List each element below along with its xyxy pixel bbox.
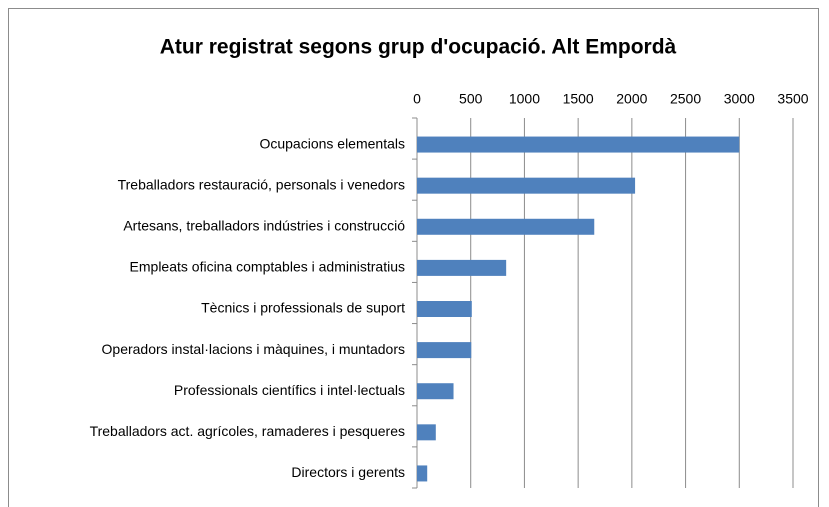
bar: [417, 465, 428, 482]
y-tick-label: Treballadors act. agrícoles, ramaderes i…: [90, 423, 405, 439]
y-tick-label: Empleats oficina comptables i administra…: [130, 259, 405, 275]
x-tick-label: 500: [459, 91, 483, 107]
bar: [417, 424, 436, 441]
x-tick-label: 1500: [563, 91, 594, 107]
y-tick-label: Operadors instal·lacions i màquines, i m…: [102, 341, 405, 357]
x-tick-label: 3500: [777, 91, 808, 107]
bar: [417, 301, 472, 317]
bar: [417, 383, 454, 400]
bar: [417, 342, 472, 359]
chart-border: [8, 8, 819, 507]
bar: [417, 218, 595, 235]
y-tick-label: Professionals científics i intel·lectual…: [174, 382, 405, 398]
y-tick-label: Treballadors restauració, personals i ve…: [118, 176, 405, 192]
y-tick-label: Directors i gerents: [291, 464, 405, 480]
x-tick-label: 1000: [509, 91, 540, 107]
chart-title: Atur registrat segons grup d'ocupació. A…: [160, 36, 677, 59]
x-tick-label: 0: [413, 91, 421, 107]
x-tick-label: 2000: [616, 91, 647, 107]
x-tick-label: 2500: [670, 91, 701, 107]
bar: [417, 177, 636, 194]
x-tick-label: 3000: [724, 91, 755, 107]
y-tick-label: Tècnics i professionals de suport: [201, 300, 405, 316]
y-tick-label: Artesans, treballadors indústries i cons…: [123, 217, 405, 233]
bar: [417, 136, 740, 153]
bar: [417, 259, 507, 276]
y-tick-label: Ocupacions elementals: [259, 135, 405, 151]
